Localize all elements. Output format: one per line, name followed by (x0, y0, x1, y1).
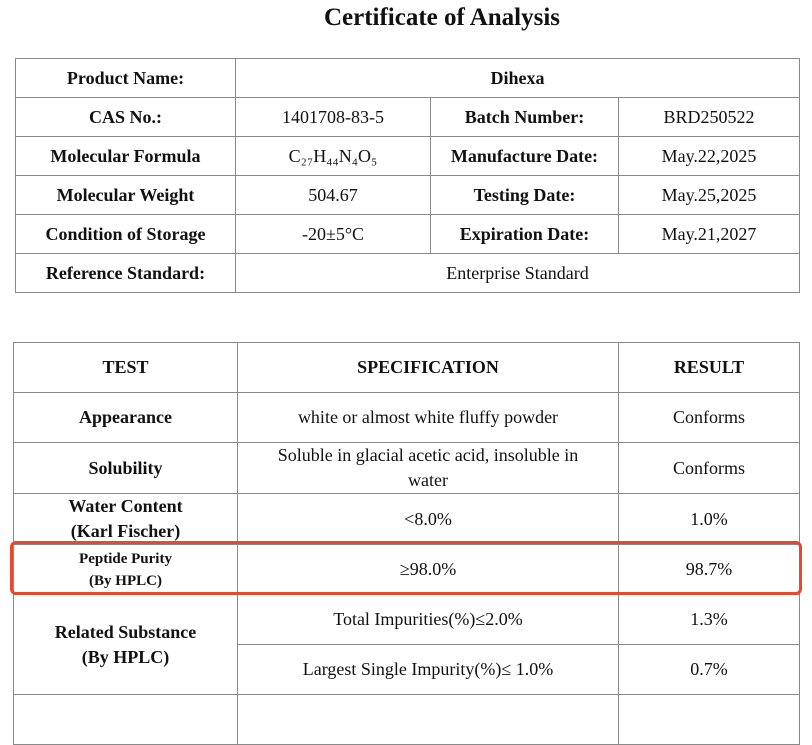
label: Manufacture Date: (430, 136, 619, 176)
label: Molecular Formula (15, 136, 236, 176)
label: Condition of Storage (15, 214, 236, 254)
specification: Soluble in glacial acetic acid, insolubl… (237, 442, 619, 494)
specification: white or almost white fluffy powder (237, 392, 619, 443)
cell (237, 694, 619, 745)
value: Enterprise Standard (235, 253, 800, 293)
value: May.21,2027 (618, 214, 800, 254)
highlight-box (10, 541, 802, 595)
label: Batch Number: (430, 97, 619, 137)
test: Appearance (13, 392, 238, 443)
header: RESULT (618, 342, 800, 393)
test: Water Content (Karl Fischer) (13, 493, 238, 545)
page: Certificate of Analysis Product Name: Dih… (10, 4, 802, 745)
result: 1.3% (618, 594, 800, 645)
label: Product Name: (15, 58, 236, 98)
test-table: TEST SPECIFICATION RESULT Appearance white … (13, 342, 800, 745)
test: Solubility (13, 442, 238, 494)
result: 0.7% (618, 644, 800, 695)
result: 1.0% (618, 493, 800, 545)
header: SPECIFICATION (237, 342, 619, 393)
value: C₂₇H₄₄N₄O₅ (235, 136, 431, 176)
label: CAS No.: (15, 97, 236, 137)
cell (618, 694, 800, 745)
result: 98.7% (618, 544, 800, 595)
value: 1401708-83-5 (235, 97, 431, 137)
value: BRD250522 (618, 97, 800, 137)
label: Molecular Weight (15, 175, 236, 215)
header: TEST (13, 342, 238, 393)
label: Testing Date: (430, 175, 619, 215)
specification: Largest Single Impurity(%)≤ 1.0% (237, 644, 619, 695)
value: May.22,2025 (618, 136, 800, 176)
label: Reference Standard: (15, 253, 236, 293)
value: -20±5°C (235, 214, 431, 254)
specification: <8.0% (237, 493, 619, 545)
test: Peptide Purity (By HPLC) (13, 544, 238, 595)
label: Expiration Date: (430, 214, 619, 254)
result: Conforms (618, 442, 800, 494)
value: May.25,2025 (618, 175, 800, 215)
cell (13, 694, 238, 745)
specification: Total Impurities(%)≤2.0% (237, 594, 619, 645)
product-table: Product Name: Dihexa CAS No.: 1401708-83-5… (15, 58, 800, 293)
value: Dihexa (235, 58, 800, 98)
test: Related Substance (By HPLC) (13, 594, 238, 695)
result: Conforms (618, 392, 800, 443)
value: 504.67 (235, 175, 431, 215)
title: Certificate of Analysis (323, 4, 561, 31)
